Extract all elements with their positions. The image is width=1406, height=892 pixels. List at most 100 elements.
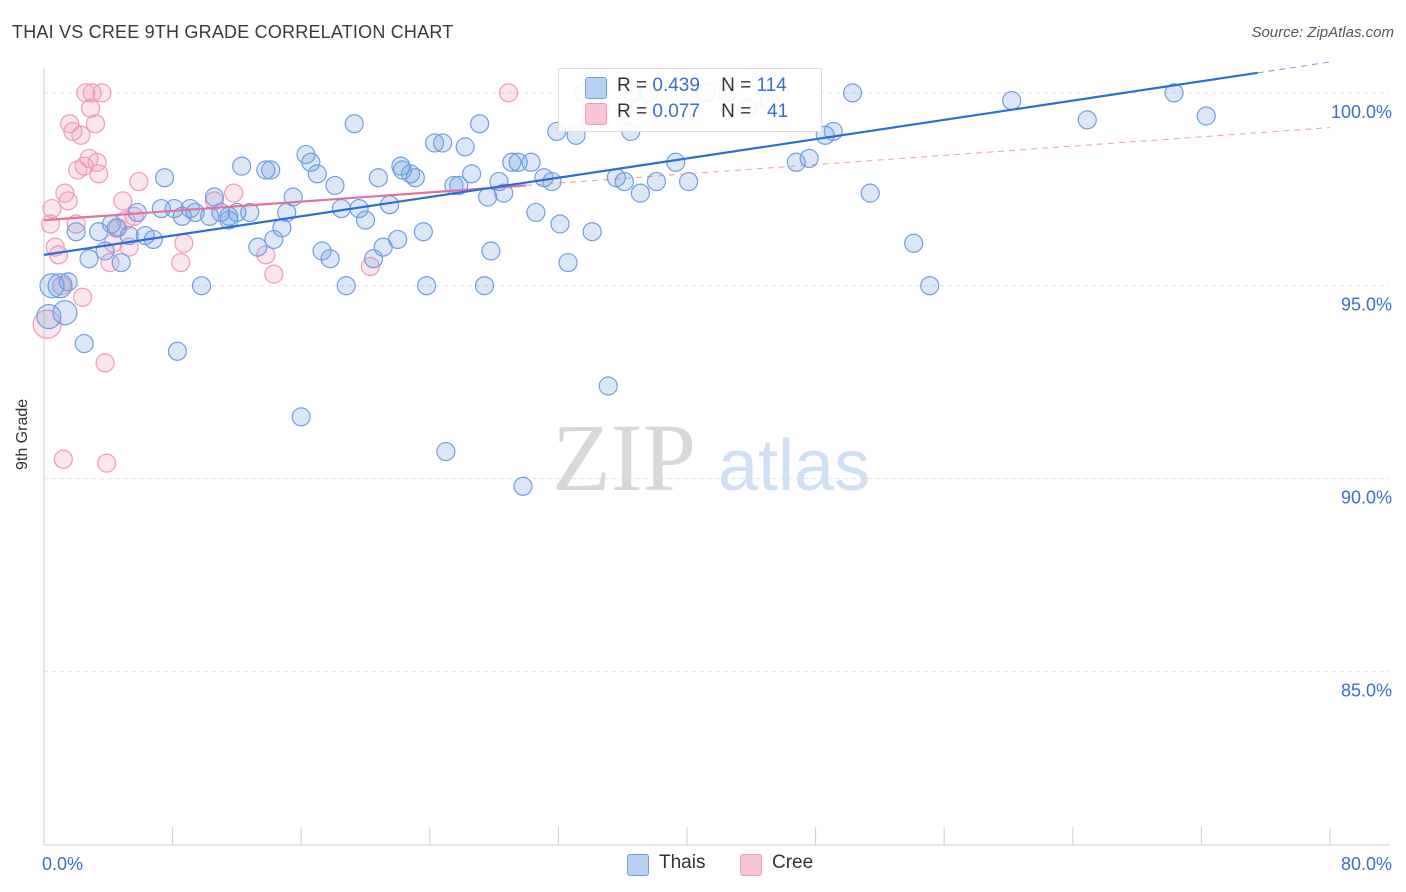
thais-point [256, 160, 276, 180]
thais-swatch [585, 77, 607, 99]
thais-point [291, 407, 311, 427]
thais-point [167, 341, 188, 361]
cree-n-value: 41 [767, 101, 789, 122]
thais-point [502, 152, 522, 172]
thais-point [614, 171, 634, 192]
cree-point [224, 183, 244, 203]
thais-point [36, 303, 62, 330]
cree-point [72, 287, 93, 307]
cree-point [58, 191, 78, 211]
thais-point [1077, 110, 1097, 130]
cree-point [81, 98, 101, 118]
y-axis-label: 9th Grade [14, 398, 31, 470]
thais-point [66, 222, 86, 242]
x-tick-label-max: 80.0% [1341, 854, 1392, 874]
y-tick-label: 90.0% [1341, 488, 1392, 508]
thais-point [154, 168, 175, 188]
cree-point [92, 83, 112, 103]
thais-legend-label: Thais [659, 852, 706, 873]
thais-point [391, 156, 411, 176]
thais-trend-solid [43, 71, 1258, 256]
thais-point [666, 152, 686, 172]
thais-point [425, 133, 445, 153]
x-tick-labels: 0.0% 80.0% [42, 854, 1392, 874]
thais-point [494, 183, 514, 203]
chart-title: THAI VS CREE 9TH GRADE CORRELATION CHART [12, 22, 454, 42]
cree-point [360, 256, 380, 277]
cree-point [89, 164, 109, 184]
thais-point [646, 171, 667, 192]
thais-point [111, 252, 131, 273]
cree-point [48, 245, 69, 265]
cree-point [53, 449, 73, 469]
cree-point [42, 198, 62, 219]
thais-point [1164, 83, 1184, 103]
watermark-atlas: atlas [718, 426, 870, 506]
thais-point [119, 225, 139, 246]
thais-point [52, 300, 78, 326]
thais-point [470, 114, 490, 134]
cree-n-label: N = [721, 101, 752, 122]
thais-point [172, 206, 192, 226]
thais-point [455, 137, 475, 157]
thais-point [219, 206, 239, 226]
cree-point [264, 264, 284, 284]
cree-point [129, 171, 149, 192]
thais-point [307, 164, 327, 184]
thais-point [1196, 106, 1216, 126]
thais-point [320, 249, 340, 269]
thais-n-label: N = [721, 75, 752, 96]
thais-point [248, 237, 268, 257]
cree-r-label: R = [617, 101, 648, 122]
thais-point [388, 229, 408, 250]
cree-legend-label: Cree [772, 852, 814, 873]
thais-point [355, 210, 376, 230]
cree-r-value: 0.077 [652, 101, 700, 122]
gridlines [44, 92, 1390, 672]
thais-point [920, 276, 940, 296]
thais-point [860, 183, 880, 203]
cree-point [82, 83, 102, 103]
thais-point [368, 168, 388, 188]
thais-point [344, 114, 364, 134]
thais-point [558, 252, 578, 273]
thais-point [416, 276, 437, 296]
x-tick-label-min: 0.0% [42, 854, 83, 874]
thais-point [240, 202, 260, 223]
thais-point [904, 233, 924, 253]
thais-point [39, 273, 65, 299]
thais-point [842, 83, 863, 103]
thais-point [191, 276, 212, 296]
axes [43, 68, 1390, 846]
thais-point [232, 156, 252, 176]
watermark: ZIP atlas [552, 404, 870, 511]
cree-legend-swatch [740, 854, 762, 876]
y-tick-label: 100.0% [1331, 102, 1392, 122]
cree-point [256, 245, 276, 265]
thais-point [1002, 90, 1022, 111]
thais-point [799, 148, 819, 169]
y-tick-label: 85.0% [1341, 680, 1392, 700]
thais-point [436, 441, 456, 462]
cree-points [32, 83, 519, 473]
thais-point [478, 187, 498, 207]
thais-n-value: 114 [756, 75, 787, 96]
thais-point [526, 202, 546, 223]
thais-point [630, 183, 650, 203]
thais-point [405, 168, 425, 188]
cree-point [97, 453, 117, 473]
thais-r-value: 0.439 [652, 75, 700, 96]
thais-point [474, 276, 495, 296]
cree-point [55, 183, 75, 203]
thais-point [521, 152, 541, 172]
cree-point [76, 83, 96, 103]
y-tick-label: 95.0% [1341, 295, 1392, 315]
thais-point [312, 241, 332, 261]
thais-point [461, 164, 482, 184]
cree-trend-dashed [526, 127, 1331, 186]
thais-point [58, 272, 78, 292]
thais-point [164, 198, 184, 219]
cree-point [71, 125, 91, 145]
chart-source: Source: ZipAtlas.com [1251, 24, 1394, 41]
